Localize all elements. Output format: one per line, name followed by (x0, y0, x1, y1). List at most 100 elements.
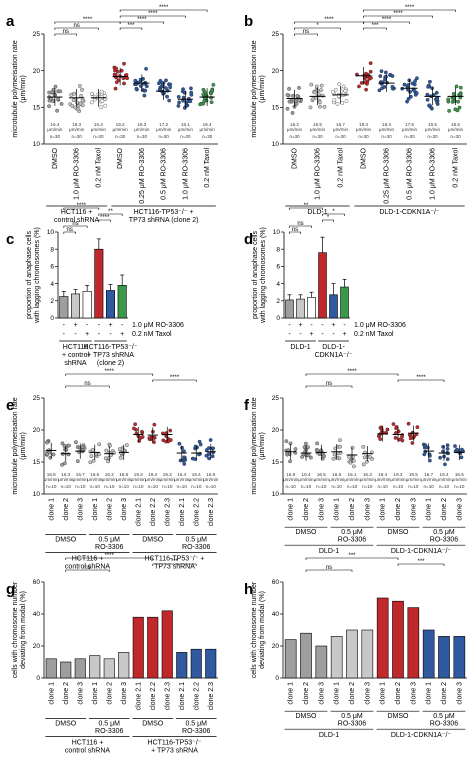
significance-label: ns (73, 23, 79, 29)
data-point (288, 459, 292, 464)
data-point (400, 438, 405, 443)
x-category-label: clone 1 (334, 682, 341, 705)
data-point (64, 447, 69, 452)
n-label: n=10 (206, 484, 217, 489)
data-point (104, 448, 109, 453)
unit-label: μm/min (356, 127, 372, 132)
y-tick-label: 8 (276, 246, 280, 253)
data-point (122, 81, 126, 86)
data-point (318, 100, 322, 105)
data-point (60, 441, 65, 446)
x-category-label: clone 2 (395, 682, 402, 705)
data-point (182, 106, 187, 110)
bar (94, 248, 104, 319)
significance-label: **** (170, 375, 180, 381)
data-point (143, 88, 148, 93)
significance-label: ns (84, 565, 90, 571)
x-category-label: 0.2 nM Taxol (204, 148, 211, 188)
data-point (53, 84, 58, 89)
data-point (62, 444, 67, 448)
group-label: HCT116 (63, 344, 89, 351)
panel-b: b 10 15 20 25 microtubule polymerisation rate… (244, 5, 467, 216)
significance-label: **** (393, 11, 403, 17)
data-point (335, 102, 340, 106)
data-point (394, 426, 398, 431)
x-category-label: clone 2.3 (164, 682, 171, 711)
data-point (300, 455, 304, 459)
significance-bracket (305, 373, 399, 376)
mean-value-label: 16.5 (451, 122, 460, 127)
group-label: control shRNA (65, 563, 110, 570)
data-point (438, 455, 443, 460)
x-category-label: clone 1 (334, 498, 341, 521)
data-point (402, 82, 407, 87)
significance-bracket (63, 231, 76, 234)
treatment-label: 0.5 μM (341, 713, 363, 720)
significance-label: ns (84, 381, 90, 387)
data-point (80, 98, 85, 103)
mean-value-label: 16.5 (428, 122, 437, 127)
x-category-label: clone 2 (441, 682, 448, 705)
y-tick-label: 6 (50, 264, 54, 271)
data-point (100, 99, 105, 103)
unit-label: μm/min (145, 477, 161, 482)
x-category-label: clone 3 (364, 498, 371, 521)
unit-label: μm/min (390, 477, 406, 482)
data-point (89, 100, 94, 105)
significance-bracket (294, 21, 364, 24)
data-point (189, 86, 193, 91)
data-point (347, 455, 352, 459)
data-point (176, 94, 181, 99)
y-tick-label: 60 (272, 579, 280, 586)
unit-label: μm/min (436, 477, 452, 482)
data-point (108, 443, 112, 448)
mean-value-label: 16.5 (119, 472, 128, 477)
significance-label: **** (148, 11, 158, 17)
y-axis-label: deviating from modal (%) (20, 591, 27, 669)
ro-mark: + (73, 322, 77, 329)
significance-label: ns (326, 381, 332, 387)
mean-value-label: 16.7 (76, 472, 85, 477)
significance-bracket (54, 21, 121, 24)
mean-value-label: 16.6 (332, 472, 341, 477)
group-label: HCT116 + (72, 555, 104, 562)
x-category-label: clone 1 (426, 682, 433, 705)
n-label: n=10 (285, 484, 296, 489)
unit-label: μm/min (73, 477, 89, 482)
x-category-label: 1.0 μM RO-3306 (315, 148, 322, 200)
panel-d: d 0 2 4 6 8 10 proportion of anaphase cells with… (244, 203, 406, 359)
unit-label: μm/min (310, 127, 326, 132)
data-point (369, 76, 373, 80)
data-point (164, 434, 169, 439)
data-point (177, 441, 182, 446)
bar (59, 296, 69, 319)
significance-label: *** (127, 23, 135, 29)
data-point (182, 449, 186, 454)
panel-a: a 10 15 20 25 microtubule polymerisation rate… (6, 5, 218, 224)
taxol-mark: + (342, 331, 346, 338)
data-point (322, 104, 327, 109)
significance-bracket (363, 27, 387, 30)
significance-bracket (397, 379, 445, 382)
data-point (142, 93, 147, 98)
unit-label: μm/min (406, 477, 422, 482)
data-point (320, 93, 325, 98)
n-label: n=30 (50, 134, 61, 139)
significance-bracket (289, 225, 312, 228)
unit-label: μm/min (421, 477, 437, 482)
y-tick-label: 8 (50, 246, 54, 253)
significance-label: **** (347, 369, 357, 375)
data-point (319, 83, 324, 88)
y-tick-label: 4 (276, 281, 280, 288)
legend-ro: 1.0 μM RO-3306 (132, 322, 184, 329)
data-point (351, 459, 356, 463)
data-point (337, 82, 342, 86)
mean-value-label: 16.3 (363, 472, 372, 477)
bar (438, 636, 450, 679)
data-point (318, 104, 322, 109)
data-point (340, 101, 345, 105)
data-point (361, 445, 366, 449)
x-category-label: clone 2 (395, 498, 402, 521)
data-point (290, 111, 295, 115)
